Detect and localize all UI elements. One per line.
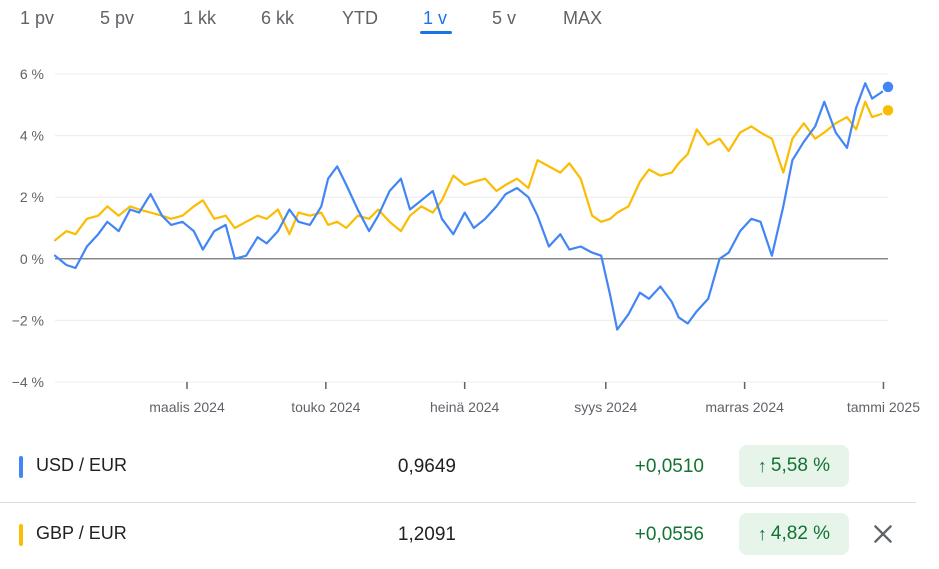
x-tick-label: tammi 2025 [847,399,920,415]
tab-6-months[interactable]: 6 kk [261,8,295,28]
close-icon[interactable] [870,521,896,547]
currency-pair: USD / EUR [36,455,128,475]
tab-1-year[interactable]: 1 v [423,8,448,28]
percent-change-badge: ↑ 5,58 % [739,445,849,487]
comparison-row[interactable]: GBP / EUR 1,2091 +0,0556 ↑ 4,82 % [0,502,916,567]
percent-change: 4,82 % [770,523,831,544]
x-tick-label: maalis 2024 [149,399,225,415]
y-tick-label: −2 % [12,312,44,328]
tab-1-month[interactable]: 1 kk [183,8,217,28]
currency-pair: GBP / EUR [36,523,127,543]
arrow-up-icon: ↑ [757,523,767,544]
comparison-row[interactable]: USD / EUR 0,9649 +0,0510 ↑ 5,58 % [0,435,916,499]
exchange-rate: 1,2091 [397,524,456,545]
series-line [53,100,890,242]
absolute-change: +0,0510 [634,456,704,477]
y-tick-label: 2 % [20,189,44,205]
series-end-marker [881,80,895,94]
y-tick-label: 0 % [20,251,44,267]
percent-change: 5,58 % [770,455,831,476]
y-tick-label: 4 % [20,128,44,144]
series-color-swatch [19,456,23,478]
tab-5-years[interactable]: 5 v [492,8,517,28]
x-tick-label: touko 2024 [291,399,360,415]
price-chart[interactable]: 6 % 4 % 2 % 0 % −2 % −4 % maalis 2024 touko 202… [0,50,939,425]
percent-change-badge: ↑ 4,82 % [739,513,849,555]
series-color-swatch [19,524,23,546]
x-tick-label: syys 2024 [574,399,637,415]
y-tick-label: 6 % [20,66,44,82]
exchange-rate: 0,9649 [397,456,456,477]
series-line [53,82,890,331]
x-tick-label: marras 2024 [705,399,784,415]
absolute-change: +0,0556 [634,524,704,545]
period-tabs: 1 pv 5 pv 1 kk 6 kk YTD 1 v 5 v MAX [0,0,939,38]
tab-ytd[interactable]: YTD [342,8,378,28]
tab-max[interactable]: MAX [563,8,603,28]
arrow-up-icon: ↑ [757,455,767,476]
tab-5-days[interactable]: 5 pv [100,8,135,28]
x-tick-label: heinä 2024 [430,399,500,415]
series-end-marker [881,103,895,118]
active-tab-indicator [420,31,452,34]
y-tick-label: −4 % [12,374,44,390]
tab-1-day[interactable]: 1 pv [20,8,55,28]
